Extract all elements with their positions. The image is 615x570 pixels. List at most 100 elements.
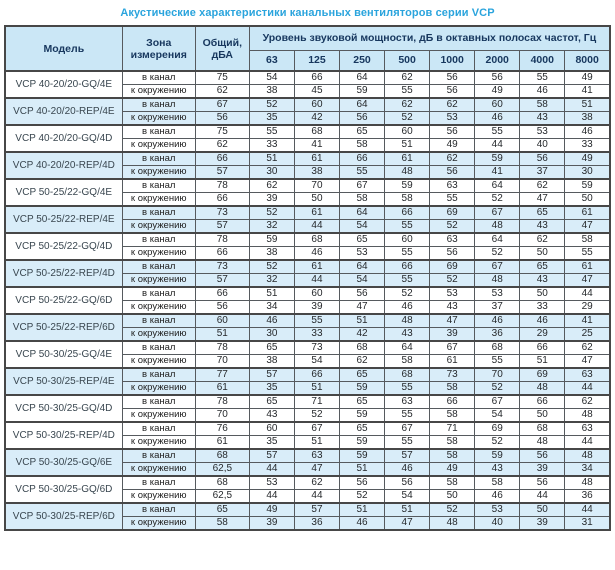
- level-cell-250hz: 67: [338, 178, 386, 193]
- total-dba-cell: 65: [194, 502, 250, 517]
- level-cell-4000hz: 65: [519, 205, 566, 220]
- level-cell-500hz: 58: [384, 192, 431, 207]
- level-cell-125hz: 62: [293, 475, 340, 490]
- frequency-header-row: 63 125 250 500 1000 2000 4000 8000: [5, 49, 611, 72]
- level-cell-250hz: 65: [338, 232, 386, 247]
- level-cell-1000hz: 69: [429, 259, 476, 274]
- level-cell-1000hz: 67: [429, 340, 476, 355]
- level-cell-4000hz: 48: [519, 381, 566, 396]
- level-cell-4000hz: 39: [519, 516, 566, 531]
- fan-row-in-duct: VCP 50-30/25-GQ/4E в канал 78 65 73 68 64 67 68 6…: [4, 340, 611, 369]
- level-cell-63hz: 39: [248, 516, 295, 531]
- level-cell-4000hz: 50: [519, 246, 566, 261]
- level-cell-125hz: 66: [293, 367, 340, 382]
- level-cell-1000hz: 53: [429, 286, 476, 301]
- total-dba-cell: 62,5: [194, 462, 250, 477]
- level-cell-8000hz: 47: [564, 354, 611, 369]
- level-cell-250hz: 64: [338, 70, 386, 85]
- level-cell-250hz: 64: [338, 205, 386, 220]
- level-cell-4000hz: 68: [519, 421, 566, 436]
- zone-cell: в канал: [121, 286, 196, 301]
- column-header-freq-500: 500: [384, 49, 431, 72]
- level-cell-63hz: 54: [248, 70, 295, 85]
- level-cell-500hz: 55: [384, 273, 431, 288]
- level-cell-1000hz: 56: [429, 70, 476, 85]
- level-cell-125hz: 63: [293, 448, 340, 463]
- column-header-zone: Зона измерения: [121, 25, 196, 72]
- level-cell-2000hz: 37: [474, 300, 521, 315]
- level-cell-4000hz: 66: [519, 394, 566, 409]
- level-cell-8000hz: 31: [564, 516, 611, 531]
- level-cell-250hz: 42: [338, 327, 386, 342]
- level-cell-8000hz: 46: [564, 124, 611, 139]
- level-cell-125hz: 60: [293, 97, 340, 112]
- level-cell-63hz: 46: [248, 313, 295, 328]
- level-cell-250hz: 54: [338, 219, 386, 234]
- total-dba-cell: 61: [194, 381, 250, 396]
- level-cell-1000hz: 62: [429, 151, 476, 166]
- level-cell-4000hz: 58: [519, 97, 566, 112]
- level-cell-125hz: 54: [293, 354, 340, 369]
- total-dba-cell: 78: [194, 340, 250, 355]
- model-cell: VCP 50-30/25-GQ/4E: [4, 340, 123, 369]
- level-cell-63hz: 51: [248, 151, 295, 166]
- level-cell-125hz: 55: [293, 313, 340, 328]
- level-cell-4000hz: 51: [519, 354, 566, 369]
- level-cell-125hz: 51: [293, 381, 340, 396]
- level-cell-2000hz: 52: [474, 192, 521, 207]
- level-cell-500hz: 66: [384, 259, 431, 274]
- total-dba-cell: 68: [194, 475, 250, 490]
- level-cell-63hz: 65: [248, 340, 295, 355]
- level-cell-2000hz: 67: [474, 205, 521, 220]
- zone-cell: в канал: [121, 502, 196, 517]
- level-cell-63hz: 35: [248, 435, 295, 450]
- level-cell-4000hz: 29: [519, 327, 566, 342]
- total-dba-cell: 61: [194, 435, 250, 450]
- fan-row-surround: к окружению 66 39 50 58 58 55 52 47 50: [5, 192, 611, 207]
- level-cell-500hz: 66: [384, 205, 431, 220]
- level-cell-63hz: 57: [248, 367, 295, 382]
- level-cell-500hz: 67: [384, 421, 431, 436]
- level-cell-250hz: 47: [338, 300, 386, 315]
- zone-cell: к окружению: [121, 84, 196, 99]
- total-dba-cell: 68: [194, 448, 250, 463]
- level-cell-8000hz: 55: [564, 246, 611, 261]
- level-cell-8000hz: 48: [564, 448, 611, 463]
- level-cell-125hz: 41: [293, 138, 340, 153]
- fan-row-in-duct: VCP 50-25/22-REP/6D в канал 60 46 55 51 48 47 46…: [4, 313, 611, 342]
- fan-row-in-duct: VCP 40-20/20-REP/4D в канал 66 51 61 66 61 62 59…: [4, 151, 611, 180]
- level-cell-4000hz: 43: [519, 219, 566, 234]
- level-cell-250hz: 46: [338, 516, 386, 531]
- level-cell-4000hz: 62: [519, 232, 566, 247]
- level-cell-125hz: 66: [293, 70, 340, 85]
- level-cell-2000hz: 53: [474, 286, 521, 301]
- level-cell-8000hz: 25: [564, 327, 611, 342]
- level-cell-4000hz: 50: [519, 286, 566, 301]
- level-cell-2000hz: 69: [474, 421, 521, 436]
- level-cell-1000hz: 58: [429, 381, 476, 396]
- fan-row-in-duct: VCP 50-30/25-GQ/6E в канал 68 57 63 59 57 58 59 5…: [4, 448, 611, 477]
- level-cell-500hz: 48: [384, 165, 431, 180]
- level-cell-4000hz: 56: [519, 475, 566, 490]
- level-cell-4000hz: 50: [519, 408, 566, 423]
- level-cell-63hz: 38: [248, 84, 295, 99]
- level-cell-2000hz: 46: [474, 313, 521, 328]
- total-dba-cell: 75: [194, 124, 250, 139]
- level-cell-1000hz: 56: [429, 165, 476, 180]
- total-dba-cell: 76: [194, 421, 250, 436]
- level-cell-125hz: 73: [293, 340, 340, 355]
- zone-cell: в канал: [121, 97, 196, 112]
- level-cell-1000hz: 73: [429, 367, 476, 382]
- level-cell-63hz: 52: [248, 259, 295, 274]
- level-cell-1000hz: 56: [429, 246, 476, 261]
- model-cell: VCP 50-30/25-REP/4D: [4, 421, 123, 450]
- level-cell-125hz: 61: [293, 259, 340, 274]
- level-cell-125hz: 46: [293, 246, 340, 261]
- table-body: VCP 40-20/20-GQ/4E в канал 75 54 66 64 62 56 56 5…: [4, 70, 611, 531]
- fan-row-surround: к окружению 57 32 44 54 55 52 48 43 47: [5, 219, 611, 234]
- level-cell-250hz: 65: [338, 421, 386, 436]
- zone-cell: к окружению: [121, 408, 196, 423]
- level-cell-1000hz: 63: [429, 178, 476, 193]
- zone-cell: в канал: [121, 205, 196, 220]
- level-cell-63hz: 39: [248, 192, 295, 207]
